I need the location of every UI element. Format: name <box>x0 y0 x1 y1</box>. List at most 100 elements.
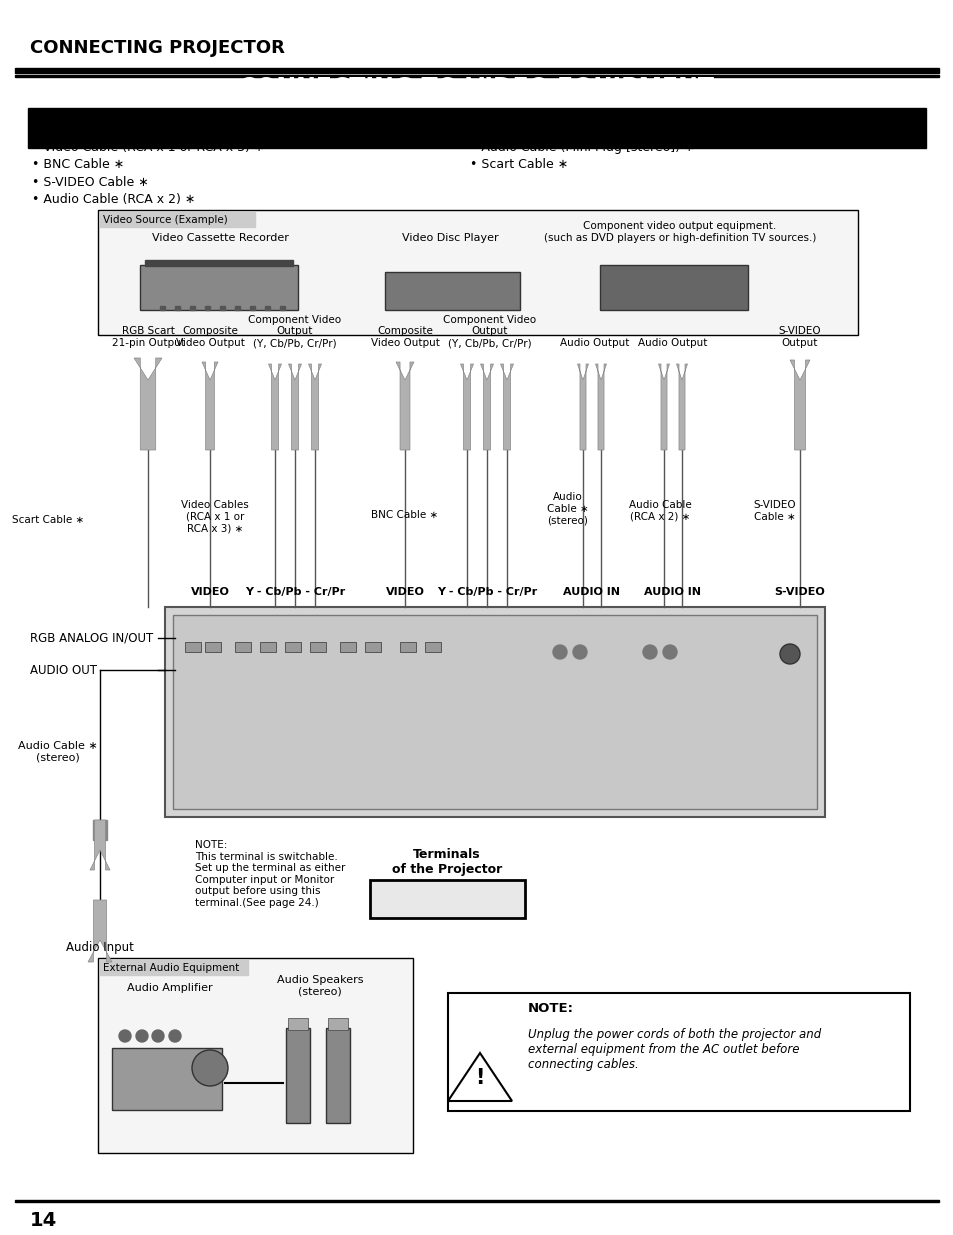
Bar <box>424 642 440 652</box>
Text: !: ! <box>475 1068 484 1088</box>
Bar <box>448 993 909 1112</box>
Circle shape <box>119 1030 131 1042</box>
Text: Scart Cable ∗: Scart Cable ∗ <box>11 515 84 525</box>
Text: Y - Cb/Pb - Cr/Pr: Y - Cb/Pb - Cr/Pr <box>436 587 537 597</box>
Polygon shape <box>268 364 281 450</box>
Polygon shape <box>395 362 414 450</box>
Bar <box>28 107 925 148</box>
Bar <box>399 642 416 652</box>
Text: Video Source (Example): Video Source (Example) <box>103 215 228 225</box>
Text: Composite
Video Output: Composite Video Output <box>370 326 439 348</box>
Circle shape <box>152 1030 164 1042</box>
Text: 14: 14 <box>30 1210 57 1230</box>
Bar <box>599 266 747 310</box>
Bar <box>385 272 519 310</box>
Bar <box>15 75 938 77</box>
Bar <box>15 1200 938 1202</box>
Text: BNC Cable ∗: BNC Cable ∗ <box>371 510 438 520</box>
Polygon shape <box>595 364 606 450</box>
Polygon shape <box>676 364 687 450</box>
Text: Cables used for connection: Cables used for connection <box>30 121 275 136</box>
Bar <box>365 642 380 652</box>
Text: AUDIO IN: AUDIO IN <box>563 587 619 597</box>
Text: AUDIO OUT: AUDIO OUT <box>30 663 97 677</box>
Text: (∗ = Cables not supplied with this projector.): (∗ = Cables not supplied with this proje… <box>228 121 510 135</box>
Text: Y - Cb/Pb - Cr/Pr: Y - Cb/Pb - Cr/Pr <box>245 587 345 597</box>
Bar <box>250 306 254 310</box>
Text: Video Cassette Recorder: Video Cassette Recorder <box>152 233 288 243</box>
Bar <box>185 642 201 652</box>
Circle shape <box>169 1030 181 1042</box>
Bar <box>160 306 165 310</box>
Bar <box>205 642 221 652</box>
Bar <box>286 1028 310 1123</box>
Bar <box>165 606 824 818</box>
Polygon shape <box>500 364 513 450</box>
Bar <box>285 642 301 652</box>
Polygon shape <box>202 362 218 450</box>
Text: • Scart Cable ∗: • Scart Cable ∗ <box>470 158 568 172</box>
Polygon shape <box>658 364 669 450</box>
Circle shape <box>662 645 677 659</box>
Bar <box>112 1049 222 1110</box>
Text: • Audio Cable (RCA x 2) ∗: • Audio Cable (RCA x 2) ∗ <box>32 193 195 205</box>
Bar <box>145 261 293 266</box>
Text: Component Video
Output
(Y, Cb/Pb, Cr/Pr): Component Video Output (Y, Cb/Pb, Cr/Pr) <box>248 315 341 348</box>
Text: Audio
Cable ∗
(stereo): Audio Cable ∗ (stereo) <box>547 492 588 525</box>
Polygon shape <box>308 364 321 450</box>
Bar <box>172 615 816 809</box>
Text: RGB Scart
21-pin Output: RGB Scart 21-pin Output <box>112 326 184 348</box>
Bar <box>339 642 355 652</box>
Text: Audio Cable
(RCA x 2) ∗: Audio Cable (RCA x 2) ∗ <box>628 500 691 521</box>
Text: VIDEO: VIDEO <box>191 587 230 597</box>
Polygon shape <box>460 364 473 450</box>
Text: Component Video
Output
(Y, Cb/Pb, Cr/Pr): Component Video Output (Y, Cb/Pb, Cr/Pr) <box>443 315 536 348</box>
Bar <box>260 642 275 652</box>
Bar <box>190 306 194 310</box>
Text: Video Disc Player: Video Disc Player <box>401 233 497 243</box>
Bar <box>98 958 413 1153</box>
Text: Audio Amplifier: Audio Amplifier <box>127 983 213 993</box>
Bar <box>265 306 270 310</box>
Text: Unplug the power cords of both the projector and
external equipment from the AC : Unplug the power cords of both the proje… <box>527 1028 821 1071</box>
Text: • Audio Cable (Mini Plug [stereo]) ∗: • Audio Cable (Mini Plug [stereo]) ∗ <box>470 142 694 154</box>
Polygon shape <box>288 364 301 450</box>
Polygon shape <box>577 364 588 450</box>
Text: • BNC Cable ∗: • BNC Cable ∗ <box>32 158 124 172</box>
Circle shape <box>642 645 657 659</box>
Circle shape <box>553 645 566 659</box>
Text: NOTE:: NOTE: <box>527 1003 574 1015</box>
Text: Component video output equipment.
(such as DVD players or high-definition TV sou: Component video output equipment. (such … <box>543 221 816 243</box>
Bar <box>15 68 938 73</box>
Text: CONNECTING TO VIDEO EQUIPMENT: CONNECTING TO VIDEO EQUIPMENT <box>239 77 714 100</box>
Bar <box>310 642 326 652</box>
Polygon shape <box>448 1053 512 1100</box>
Polygon shape <box>133 358 162 450</box>
Bar <box>234 642 251 652</box>
Circle shape <box>136 1030 148 1042</box>
Bar <box>92 820 107 840</box>
Text: Audio Output: Audio Output <box>559 338 629 348</box>
Text: Terminals
of the Projector: Terminals of the Projector <box>392 848 501 876</box>
Text: S-VIDEO
Output: S-VIDEO Output <box>778 326 821 348</box>
Bar <box>174 306 180 310</box>
Text: RGB ANALOG IN/OUT: RGB ANALOG IN/OUT <box>30 631 153 645</box>
Text: CONNECTING PROJECTOR: CONNECTING PROJECTOR <box>30 40 285 57</box>
Text: Audio Cable ∗
(stereo): Audio Cable ∗ (stereo) <box>18 741 98 763</box>
Bar <box>328 1018 348 1030</box>
Bar <box>98 210 857 335</box>
Bar <box>220 306 225 310</box>
Text: Audio Input: Audio Input <box>66 941 133 955</box>
Circle shape <box>780 643 800 664</box>
Bar <box>326 1028 350 1123</box>
Text: Audio Speakers
(stereo): Audio Speakers (stereo) <box>276 976 363 997</box>
Bar <box>205 306 210 310</box>
Circle shape <box>573 645 586 659</box>
Bar <box>100 212 254 227</box>
Text: • S-VIDEO Cable ∗: • S-VIDEO Cable ∗ <box>32 175 149 189</box>
Text: • Video Cable (RCA x 1 or RCA x 3) ∗: • Video Cable (RCA x 1 or RCA x 3) ∗ <box>32 142 264 154</box>
Text: Video Cables
(RCA x 1 or
RCA x 3) ∗: Video Cables (RCA x 1 or RCA x 3) ∗ <box>181 500 249 534</box>
Polygon shape <box>789 359 809 450</box>
Text: AUDIO IN: AUDIO IN <box>644 587 700 597</box>
Polygon shape <box>90 820 110 869</box>
